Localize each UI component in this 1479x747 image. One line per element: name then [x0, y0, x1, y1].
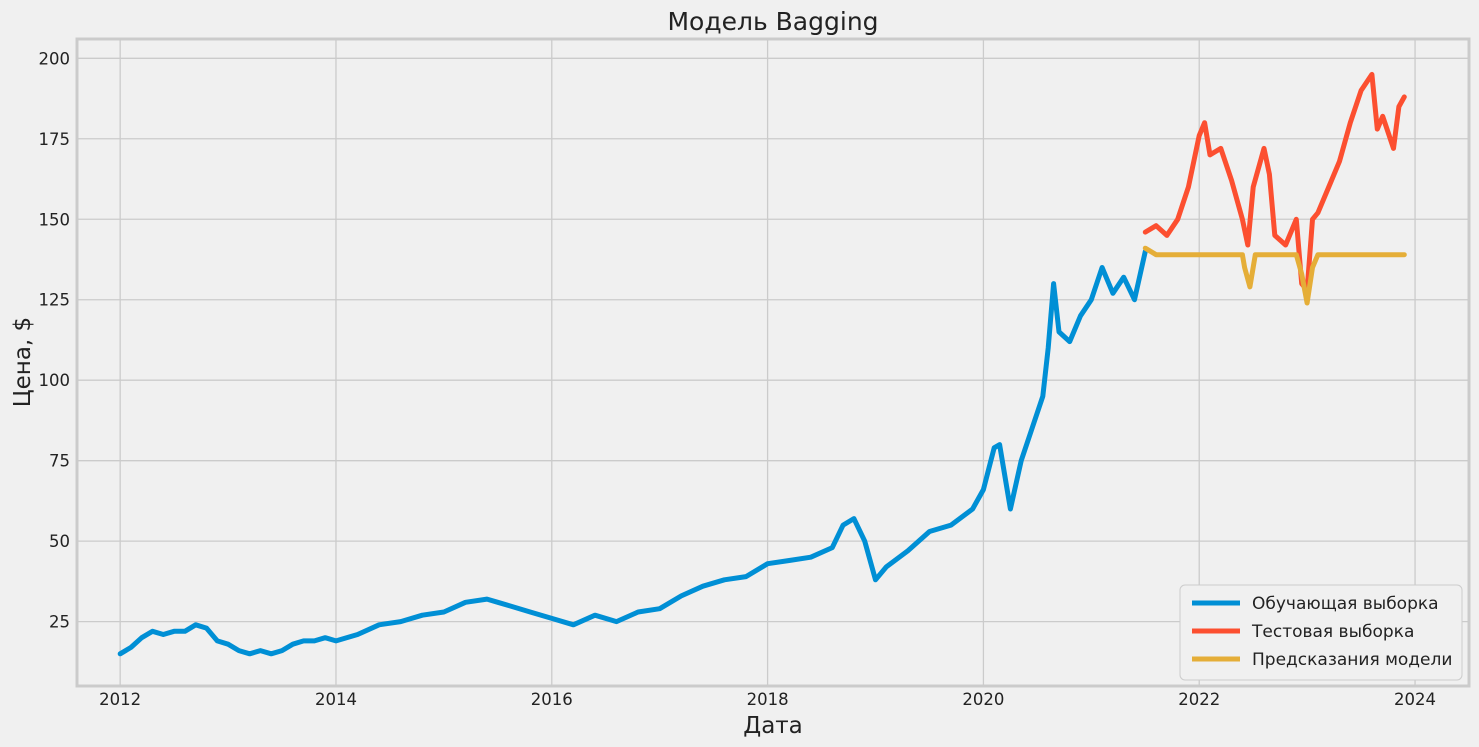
plot-area: [75, 37, 1471, 688]
y-tick-label: 50: [49, 532, 70, 551]
legend-label: Тестовая выборка: [1251, 622, 1414, 642]
x-axis-label: Дата: [743, 713, 803, 739]
x-tick-label: 2014: [315, 690, 357, 709]
legend-box: [1179, 584, 1463, 681]
x-tick-label: 2016: [531, 690, 573, 709]
series-line-1: [117, 248, 1148, 657]
y-tick-label: 100: [39, 371, 71, 390]
series-line-2: [1142, 71, 1407, 293]
legend-label: Обучающая выборка: [1252, 594, 1439, 614]
y-axis-ticks: 25 50 75 100 125 150 175 200: [39, 49, 71, 631]
series-lines: [117, 71, 1407, 657]
x-tick-label: 2020: [962, 690, 1004, 709]
x-tick-label: 2018: [747, 690, 789, 709]
legend: Обучающая выборка Тестовая выборка Предска…: [1179, 584, 1463, 681]
x-tick-label: 2024: [1394, 690, 1436, 709]
x-axis-ticks: 2012 2014 2016 2018 2020 2022 2024: [99, 690, 1436, 709]
x-tick-label: 2012: [99, 690, 141, 709]
y-tick-label: 75: [49, 452, 70, 471]
y-tick-label: 175: [39, 130, 71, 149]
y-tick-label: 125: [39, 291, 71, 310]
legend-label: Предсказания модели: [1252, 650, 1452, 670]
y-tick-label: 150: [39, 210, 71, 229]
y-tick-label: 25: [49, 613, 70, 632]
chart-title: Модель Bagging: [667, 7, 878, 36]
x-tick-label: 2022: [1178, 690, 1220, 709]
series-line-3: [1142, 245, 1407, 306]
y-axis-label: Цена, $: [10, 317, 36, 407]
y-tick-label: 200: [39, 49, 71, 68]
